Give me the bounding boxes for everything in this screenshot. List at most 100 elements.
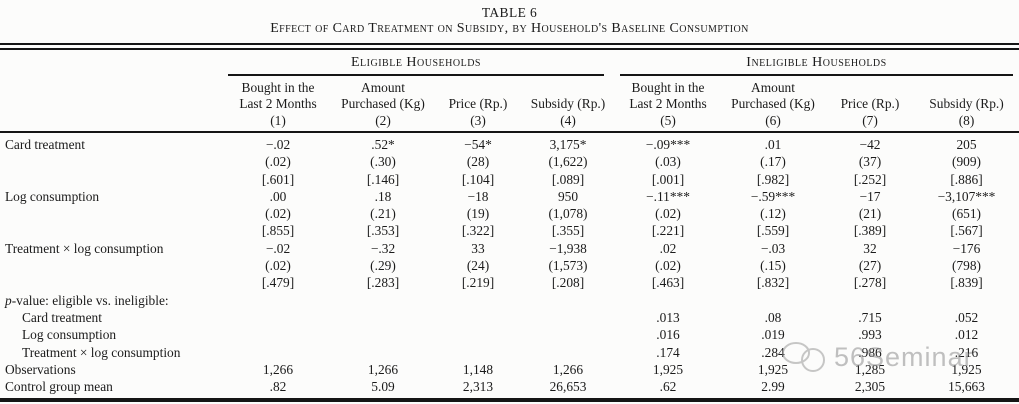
- value-cell: [226, 344, 330, 361]
- table-row: (.02) (.30) (28) (1,622) (.03) (.17) (37) (909): [0, 153, 1019, 170]
- table-row: Log consumption .00 .18 −18 950 −.11*** −.59**…: [0, 188, 1019, 205]
- column-header-cell: Bought in the Last 2 Months (1): [226, 76, 330, 133]
- value-cell: (24): [466, 258, 490, 274]
- value-cell: [.855]: [261, 223, 295, 239]
- value-cell: (1,573): [548, 258, 588, 274]
- value-cell: (909): [951, 154, 981, 170]
- value-cell: 1,925: [652, 361, 684, 377]
- value-cell: .08: [764, 309, 782, 325]
- row-label: [0, 274, 226, 291]
- row-label: Card treatment: [22, 309, 102, 325]
- value-cell: −176: [952, 240, 981, 256]
- value-cell: −.02: [265, 137, 291, 152]
- value-cell: −.11***: [646, 188, 690, 204]
- group-label: Ineligible Households: [746, 55, 887, 70]
- value-cell: 1,925: [757, 361, 789, 377]
- value-cell: [616, 292, 720, 309]
- value-cell: [.252]: [853, 171, 887, 187]
- value-cell: [.355]: [551, 223, 585, 239]
- value-cell: .01: [764, 137, 782, 152]
- value-cell: (27): [858, 258, 882, 274]
- value-cell: [330, 292, 436, 309]
- value-cell: [.567]: [950, 223, 983, 239]
- column-header-cell: Price (Rp.) (7): [826, 76, 914, 133]
- value-cell: [.283]: [366, 275, 400, 291]
- value-cell: 1,266: [552, 361, 584, 377]
- value-cell: [.001]: [651, 171, 685, 187]
- value-cell: .62: [659, 379, 677, 395]
- value-cell: 1,285: [854, 361, 886, 377]
- value-cell: (.12): [760, 206, 786, 222]
- value-cell: [.089]: [551, 171, 585, 187]
- value-cell: −.02: [265, 240, 291, 256]
- table-number-title: TABLE 6: [481, 5, 538, 20]
- value-cell: [.221]: [651, 223, 685, 239]
- value-cell: [436, 344, 520, 361]
- table-row: [.855] [.353] [.322] [.355] [.221] [.559] [.38…: [0, 222, 1019, 239]
- column-header-cell: Price (Rp.) (3): [436, 76, 520, 133]
- value-cell: .986: [858, 344, 882, 360]
- value-cell: [.389]: [853, 223, 887, 239]
- value-cell: 1,925: [951, 361, 982, 377]
- value-cell: [226, 326, 330, 343]
- value-cell: [.208]: [551, 275, 585, 291]
- value-cell: 15,663: [948, 379, 985, 395]
- table-body: Card treatment −.02 .52* −54* 3,175* −.09***.…: [0, 132, 1019, 395]
- value-cell: .18: [374, 188, 392, 204]
- value-cell: [.601]: [261, 171, 295, 187]
- value-cell: [226, 309, 330, 326]
- value-cell: (.30): [370, 154, 396, 170]
- value-cell: [436, 309, 520, 326]
- value-cell: [520, 344, 616, 361]
- table-row: [.601] [.146] [.104] [.089] [.001] [.982] [.25…: [0, 171, 1019, 188]
- value-cell: (.15): [760, 258, 786, 274]
- value-cell: (.02): [265, 258, 291, 274]
- value-cell: .00: [269, 188, 287, 204]
- row-label: [0, 153, 226, 170]
- value-cell: 2,313: [462, 379, 494, 395]
- value-cell: (.02): [655, 258, 681, 274]
- value-cell: 1,266: [367, 361, 399, 377]
- table-row: Observations 1,266 1,266 1,148 1,266 1,925 1,9…: [0, 361, 1019, 378]
- value-cell: 205: [956, 137, 977, 152]
- value-cell: (.03): [655, 154, 681, 170]
- row-label: [0, 222, 226, 239]
- value-cell: [.559]: [756, 223, 790, 239]
- value-cell: 2,305: [854, 379, 886, 395]
- value-cell: −.09***: [645, 137, 691, 152]
- row-label: Control group mean: [5, 379, 113, 395]
- value-cell: (37): [858, 154, 882, 170]
- value-cell: (651): [951, 206, 981, 222]
- value-cell: (.02): [265, 206, 291, 222]
- row-label: Log consumption: [22, 327, 117, 343]
- value-cell: −.03: [760, 240, 786, 256]
- value-cell: [914, 292, 1019, 309]
- column-header-cell: Bought in the Last 2 Months (5): [616, 76, 720, 133]
- row-label: p-value: eligible vs. ineligible:: [5, 292, 169, 308]
- table-row: Control group mean .82 5.09 2,313 26,653 .62 2…: [0, 378, 1019, 395]
- row-label: Treatment × log consumption: [5, 240, 164, 256]
- value-cell: (.29): [370, 258, 396, 274]
- value-cell: [436, 292, 520, 309]
- value-cell: [.104]: [461, 171, 495, 187]
- value-cell: [.982]: [756, 171, 790, 187]
- empty-corner-cell: [0, 51, 226, 76]
- row-label: Treatment × log consumption: [22, 344, 181, 360]
- value-cell: 32: [863, 240, 877, 256]
- column-header-cell: Subsidy (Rp.) (8): [914, 76, 1019, 133]
- value-cell: .715: [858, 309, 882, 325]
- table-head: Eligible Households Ineligible Household…: [0, 51, 1019, 133]
- value-cell: −3,107***: [937, 188, 996, 204]
- value-cell: [.832]: [756, 275, 790, 291]
- table-row: (.02) (.29) (24) (1,573) (.02) (.15) (27) (798): [0, 257, 1019, 274]
- value-cell: .013: [656, 309, 680, 325]
- value-cell: (19): [466, 206, 490, 222]
- value-cell: [330, 309, 436, 326]
- table-caption: Effect of Card Treatment on Subsidy, by …: [270, 21, 749, 36]
- value-cell: [.146]: [366, 171, 400, 187]
- value-cell: .016: [656, 327, 680, 343]
- value-cell: .82: [269, 379, 287, 395]
- value-cell: −.59***: [750, 188, 796, 204]
- table-row: (.02) (.21) (19) (1,078) (.02) (.12) (21) (651): [0, 205, 1019, 222]
- value-cell: [520, 326, 616, 343]
